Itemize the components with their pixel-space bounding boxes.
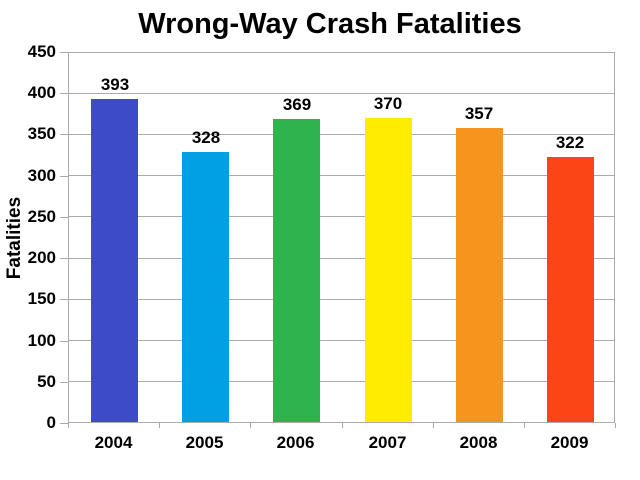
x-tick-mark [433, 423, 434, 428]
gridline-y-150 [69, 298, 614, 300]
y-tick-mark [60, 52, 68, 53]
y-tick-label-200: 200 [27, 248, 56, 267]
x-tick-mark [524, 423, 525, 428]
y-tick-label-300: 300 [27, 166, 56, 185]
bar-value-label-2004: 393 [100, 74, 130, 94]
y-tick-mark [60, 423, 68, 424]
x-tick-mark [68, 423, 69, 428]
y-tick-mark [60, 217, 68, 218]
x-tick-mark [615, 423, 616, 428]
gridline-y-400 [69, 93, 614, 95]
y-tick-mark [60, 134, 68, 135]
bar-value-label-2006: 369 [282, 94, 312, 114]
gridline-y-300 [69, 175, 614, 177]
y-tick-label-250: 250 [27, 207, 56, 226]
y-tick-mark [60, 382, 68, 383]
bar-value-label-2008: 357 [464, 104, 494, 124]
y-tick-label-0: 0 [46, 413, 56, 432]
y-tick-label-100: 100 [27, 331, 56, 350]
y-tick-mark [60, 93, 68, 94]
gridline-y-100 [69, 339, 614, 341]
y-tick-label-450: 450 [27, 42, 56, 61]
bar-2007 [365, 117, 412, 422]
x-category-label-2004: 2004 [94, 433, 133, 452]
y-tick-mark [60, 299, 68, 300]
y-tick-label-400: 400 [27, 83, 56, 102]
chart-title: Wrong-Way Crash Fatalities [138, 8, 522, 40]
gridline-y-250 [69, 216, 614, 218]
y-tick-label-150: 150 [27, 289, 56, 308]
plot-area: 393 328 369 370 357 322 [68, 52, 615, 423]
x-category-label-2005: 2005 [185, 433, 224, 452]
bar-2005 [182, 152, 229, 422]
x-category-label-2007: 2007 [368, 433, 407, 452]
bar-2008 [456, 128, 503, 422]
x-tick-mark [250, 423, 251, 428]
y-tick-mark [60, 176, 68, 177]
x-category-label-2009: 2009 [550, 433, 589, 452]
y-tick-label-350: 350 [27, 124, 56, 143]
x-tick-mark [159, 423, 160, 428]
bar-2009 [547, 157, 594, 422]
bar-value-label-2007: 370 [373, 93, 403, 113]
bar-value-label-2005: 328 [191, 128, 221, 148]
gridline-y-350 [69, 134, 614, 136]
bar-value-label-2009: 322 [555, 133, 585, 153]
y-tick-mark [60, 258, 68, 259]
y-tick-label-50: 50 [37, 372, 56, 391]
bar-2004 [91, 98, 138, 422]
gridline-y-450 [69, 52, 614, 53]
x-category-label-2006: 2006 [276, 433, 315, 452]
bar-2006 [273, 118, 320, 422]
gridline-y-200 [69, 257, 614, 259]
x-tick-mark [342, 423, 343, 428]
x-category-label-2008: 2008 [459, 433, 498, 452]
gridline-y-50 [69, 380, 614, 382]
y-tick-mark [60, 341, 68, 342]
